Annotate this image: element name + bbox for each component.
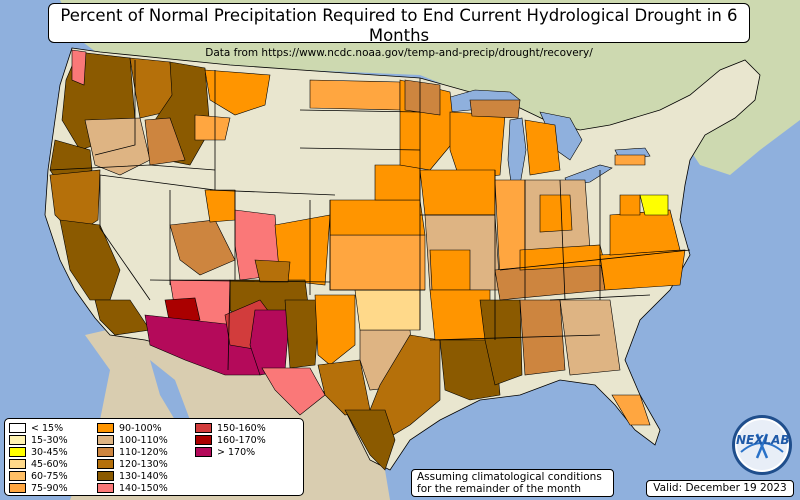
legend-item: 130-140% xyxy=(97,470,193,482)
region-mt-west xyxy=(204,69,271,116)
legend-swatch xyxy=(97,483,114,493)
legend-swatch xyxy=(195,447,212,457)
gulf-of-california xyxy=(150,360,190,420)
legend-swatch xyxy=(97,471,114,481)
region-ks xyxy=(329,234,426,291)
region-md-de xyxy=(639,194,669,216)
legend-item: 120-130% xyxy=(97,458,193,470)
region-mt-sw xyxy=(194,114,231,141)
region-ar xyxy=(429,289,491,341)
region-al xyxy=(519,299,566,376)
legend-swatch xyxy=(97,447,114,457)
region-ga xyxy=(559,299,621,376)
nexlab-logo xyxy=(732,415,792,475)
legend-swatch xyxy=(9,447,26,457)
region-in-oh-2 xyxy=(539,194,573,233)
legend-label: > 170% xyxy=(217,446,256,458)
region-tx-south xyxy=(344,409,396,471)
legend-item: 15-30% xyxy=(9,434,95,446)
map-title: Percent of Normal Precipitation Required… xyxy=(60,6,738,45)
legend-swatch xyxy=(195,435,212,445)
legend-swatch xyxy=(97,423,114,433)
legend-label: 90-100% xyxy=(119,422,162,434)
region-mn-n xyxy=(404,79,441,116)
region-sd xyxy=(374,164,421,201)
legend-item: 60-75% xyxy=(9,470,95,482)
region-ok xyxy=(354,289,421,331)
legend-label: 160-170% xyxy=(217,434,266,446)
region-mo-s xyxy=(429,249,471,291)
assumption-line-1: Assuming climatological conditions xyxy=(417,471,602,483)
legend-item: 30-45% xyxy=(9,446,95,458)
region-tx-east xyxy=(369,334,441,441)
logo-text: NEXLAB xyxy=(736,433,790,447)
legend-swatch xyxy=(9,423,26,433)
region-va xyxy=(609,209,681,256)
legend: < 15% 15-30% 30-45% 45-60% 60-75% 75-90%… xyxy=(4,418,304,496)
region-fl xyxy=(611,394,651,426)
legend-item: 45-60% xyxy=(9,458,95,470)
legend-label: 15-30% xyxy=(31,434,68,446)
region-id-south xyxy=(144,117,186,166)
region-nm-az-1 xyxy=(254,259,291,283)
logo-x-mark xyxy=(755,433,769,459)
legend-label: 75-90% xyxy=(31,482,68,494)
legend-label: 110-120% xyxy=(119,446,168,458)
legend-label: 100-110% xyxy=(119,434,168,446)
legend-swatch xyxy=(195,423,212,433)
region-tx-panhandle xyxy=(314,294,356,366)
legend-item: 160-170% xyxy=(195,434,305,446)
legend-swatch xyxy=(9,483,26,493)
legend-item: 110-120% xyxy=(97,446,193,458)
legend-label: < 15% xyxy=(31,422,64,434)
legend-label: 45-60% xyxy=(31,458,68,470)
state-borders xyxy=(49,60,691,371)
region-pa xyxy=(619,194,641,216)
region-ny xyxy=(614,154,646,166)
valid-date: Valid: December 19 2023 xyxy=(646,480,794,497)
legend-item: 75-90% xyxy=(9,482,95,494)
drought-regions xyxy=(49,49,686,471)
region-wa-coast xyxy=(71,49,87,86)
legend-item: > 170% xyxy=(195,446,305,458)
map-subtitle: Data from https://www.ncdc.noaa.gov/temp… xyxy=(205,47,593,59)
legend-label: 30-45% xyxy=(31,446,68,458)
region-ut-north xyxy=(204,189,236,223)
legend-item: < 15% xyxy=(9,422,95,434)
region-ne xyxy=(329,199,426,236)
legend-label: 150-160% xyxy=(217,422,266,434)
legend-item: 100-110% xyxy=(97,434,193,446)
legend-item: 140-150% xyxy=(97,482,193,494)
region-ut-central xyxy=(169,219,236,276)
region-or-central xyxy=(84,117,151,176)
legend-item: 90-100% xyxy=(97,422,193,434)
region-wa-east xyxy=(129,57,176,119)
legend-swatch xyxy=(9,459,26,469)
region-nd xyxy=(309,79,401,111)
assumption-note: Assuming climatological conditions for t… xyxy=(411,469,614,497)
legend-item: 150-160% xyxy=(195,422,305,434)
region-ia xyxy=(419,169,496,216)
region-nm-south xyxy=(261,367,326,416)
region-ca-south xyxy=(94,299,151,336)
legend-swatch xyxy=(9,435,26,445)
title-box: Percent of Normal Precipitation Required… xyxy=(48,3,750,59)
legend-label: 140-150% xyxy=(119,482,168,494)
legend-swatch xyxy=(97,459,114,469)
region-nc xyxy=(599,249,686,291)
legend-label: 60-75% xyxy=(31,470,68,482)
legend-swatch xyxy=(97,435,114,445)
legend-swatch xyxy=(9,471,26,481)
legend-label: 130-140% xyxy=(119,470,168,482)
region-mi-lower xyxy=(524,119,561,176)
region-ms xyxy=(479,299,523,386)
assumption-line-2: for the remainder of the month xyxy=(417,483,582,495)
legend-label: 120-130% xyxy=(119,458,168,470)
region-nm-east xyxy=(284,299,321,369)
region-mi-up xyxy=(469,99,521,119)
